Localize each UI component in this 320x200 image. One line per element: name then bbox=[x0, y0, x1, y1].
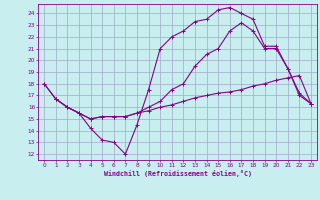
X-axis label: Windchill (Refroidissement éolien,°C): Windchill (Refroidissement éolien,°C) bbox=[104, 170, 252, 177]
